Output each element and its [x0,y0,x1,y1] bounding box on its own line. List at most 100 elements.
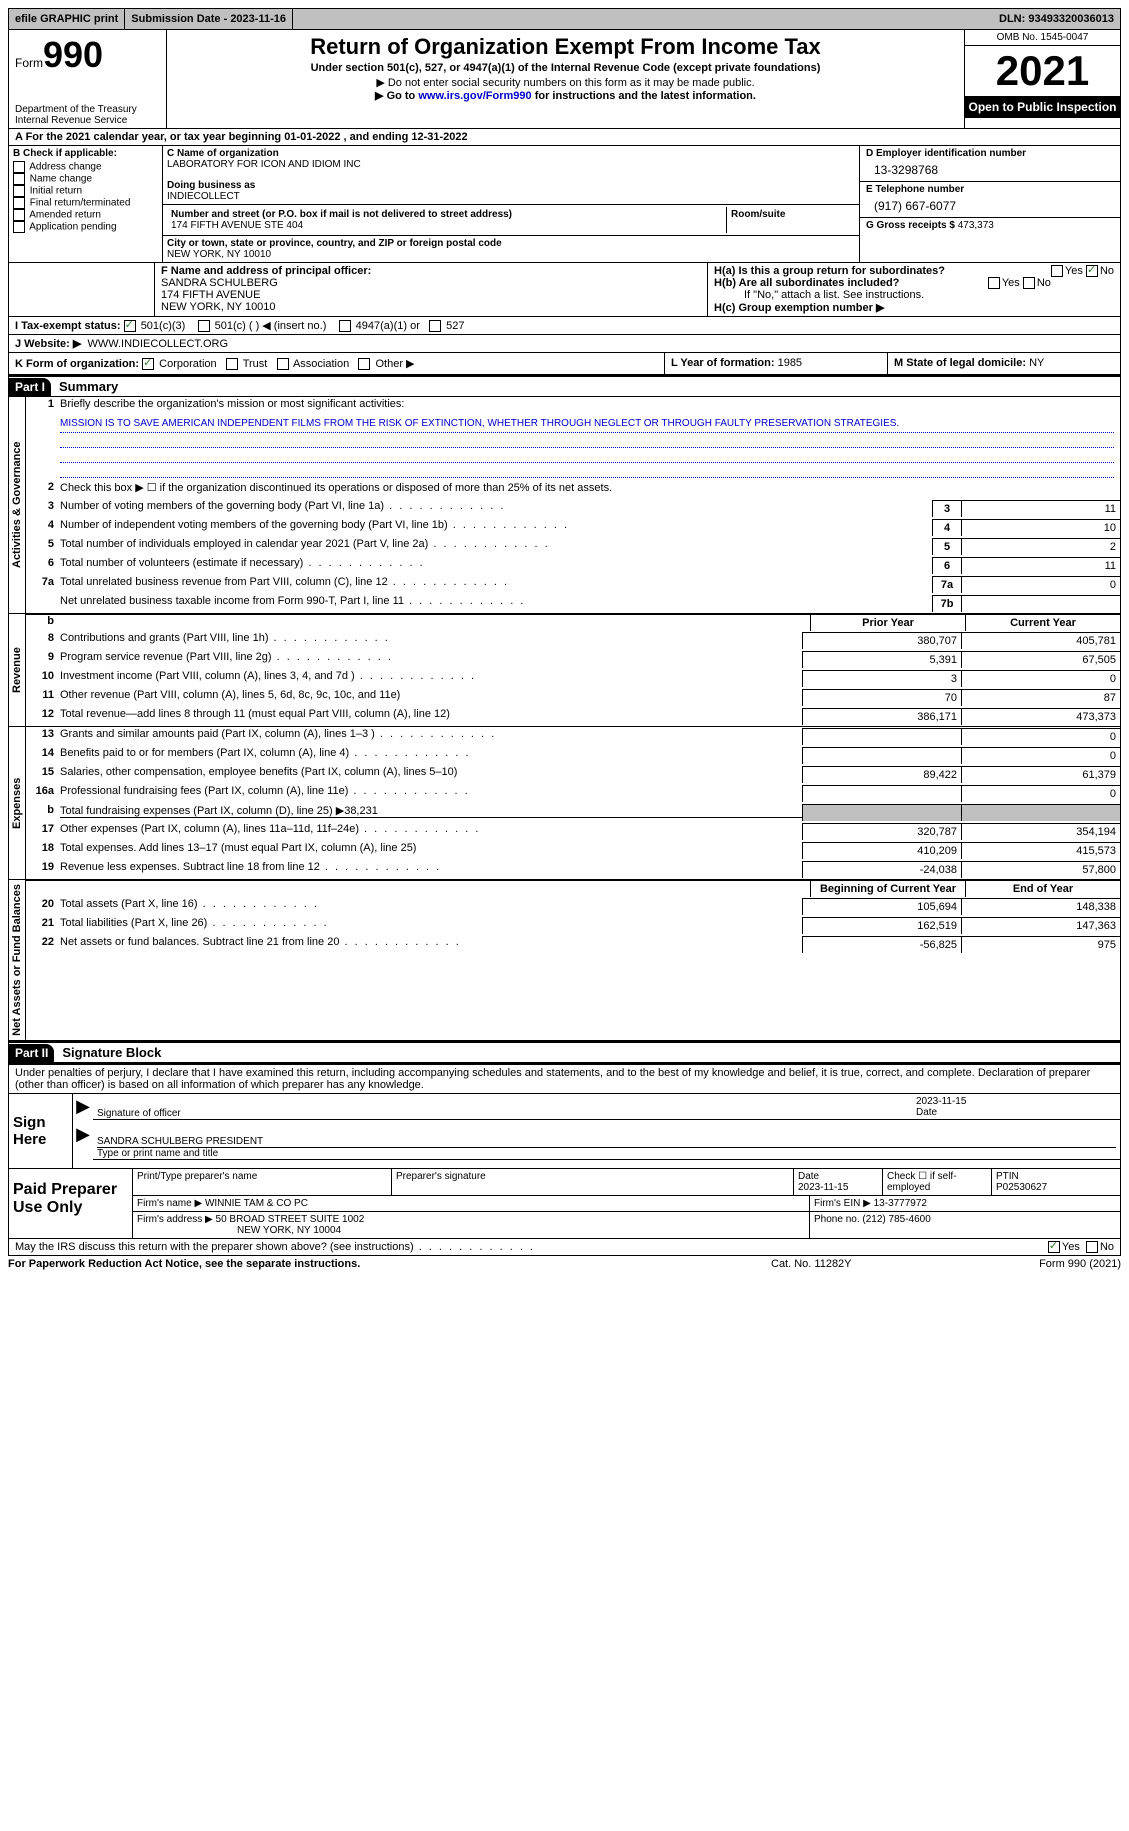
paid-label: Paid Preparer Use Only [9,1169,133,1238]
gross-receipts: 473,373 [958,220,994,231]
chk-assoc[interactable] [277,358,289,370]
chk-corp[interactable] [142,358,154,370]
val-22-cur: 975 [961,936,1120,953]
val-20-prior: 105,694 [802,898,961,915]
sig-arrow-icon: ▶ [73,1124,93,1160]
submission-date: Submission Date - 2023-11-16 [125,9,293,29]
val-3: 11 [961,500,1120,517]
chk-discuss-no[interactable] [1086,1241,1098,1253]
chk-amended[interactable] [13,209,25,221]
officer-city: NEW YORK, NY 10010 [161,301,701,313]
top-bar: efile GRAPHIC print Submission Date - 20… [8,8,1121,30]
ein: 13-3298768 [866,159,1114,179]
val-9-cur: 67,505 [961,651,1120,668]
omb-no: OMB No. 1545-0047 [965,30,1120,46]
self-employed-cell: Check ☐ if self-employed [883,1169,992,1195]
val-7b [961,595,1120,612]
efile-print: efile GRAPHIC print [9,9,125,29]
form-title: Return of Organization Exempt From Incom… [173,34,958,60]
chk-ha-yes[interactable] [1051,265,1063,277]
vlabel-rev: Revenue [9,614,26,726]
part1-header: Part I Summary [8,375,1121,397]
org-name: LABORATORY FOR ICON AND IDIOM INC [167,159,855,170]
vlabel-exp: Expenses [9,727,26,879]
chk-trust[interactable] [226,358,238,370]
dept-label: Department of the Treasury Internal Reve… [15,104,160,126]
chk-initial-return[interactable] [13,185,25,197]
row-a-calendar: A For the 2021 calendar year, or tax yea… [8,129,1121,146]
klm-row: K Form of organization: Corporation Trus… [8,353,1121,375]
val-18-cur: 415,573 [961,842,1120,859]
val-13-prior [802,728,961,745]
chk-501c[interactable] [198,320,210,332]
sig-officer-field[interactable]: Signature of officer [93,1096,912,1120]
val-22-prior: -56,825 [802,936,961,953]
tax-year: 2021 [965,46,1120,96]
val-14-prior [802,747,961,764]
val-21-cur: 147,363 [961,917,1120,934]
val-14-cur: 0 [961,747,1120,764]
vlabel-net: Net Assets or Fund Balances [9,880,26,1040]
val-4: 10 [961,519,1120,536]
form-header: Form990 Department of the Treasury Inter… [8,30,1121,129]
val-10-prior: 3 [802,670,961,687]
dln: DLN: 93493320036013 [993,9,1120,29]
firm-name-cell: Firm's name ▶ WINNIE TAM & CO PC [133,1196,810,1211]
row-j-website: J Website: ▶ WWW.INDIECOLLECT.ORG [8,335,1121,353]
vlabel-gov: Activities & Governance [9,397,26,613]
open-to-public: Open to Public Inspection [965,96,1120,118]
preparer-date-cell: Date2023-11-15 [794,1169,883,1195]
firm-addr-cell: Firm's address ▶ 50 BROAD STREET SUITE 1… [133,1212,810,1238]
title-cell: Return of Organization Exempt From Incom… [167,30,964,128]
chk-501c3[interactable] [124,320,136,332]
val-15-cur: 61,379 [961,766,1120,783]
chk-other[interactable] [358,358,370,370]
form-ref: Form 990 (2021) [971,1258,1121,1270]
chk-527[interactable] [429,320,441,332]
val-17-prior: 320,787 [802,823,961,840]
street: 174 FIFTH AVENUE STE 404 [171,220,722,231]
chk-address-change[interactable] [13,161,25,173]
dba: INDIECOLLECT [167,191,855,202]
val-17-cur: 354,194 [961,823,1120,840]
ptin-cell: PTINP02530627 [992,1169,1120,1195]
signature-block: Under penalties of perjury, I declare th… [8,1063,1121,1169]
chk-hb-no[interactable] [1023,277,1035,289]
declaration: Under penalties of perjury, I declare th… [9,1065,1120,1094]
irs-link[interactable]: www.irs.gov/Form990 [418,90,531,102]
form-number-cell: Form990 Department of the Treasury Inter… [9,30,167,128]
summary-table: Activities & Governance 1Briefly describ… [8,397,1121,1041]
footer: For Paperwork Reduction Act Notice, see … [8,1256,1121,1272]
chk-discuss-yes[interactable] [1048,1241,1060,1253]
paperwork-notice: For Paperwork Reduction Act Notice, see … [8,1258,771,1270]
discuss-row: May the IRS discuss this return with the… [8,1239,1121,1256]
part2-header: Part II Signature Block [8,1041,1121,1063]
val-6: 11 [961,557,1120,574]
chk-ha-no[interactable] [1086,265,1098,277]
val-5: 2 [961,538,1120,555]
sig-date-field: 2023-11-15Date [912,1096,1120,1120]
val-12-prior: 386,171 [802,708,961,725]
col-d: D Employer identification number 13-3298… [859,146,1120,262]
val-11-cur: 87 [961,689,1120,706]
website: WWW.INDIECOLLECT.ORG [87,338,228,350]
state-domicile: NY [1029,357,1044,369]
chk-final-return[interactable] [13,197,25,209]
officer-street: 174 FIFTH AVENUE [161,289,701,301]
chk-hb-yes[interactable] [988,277,1000,289]
val-18-prior: 410,209 [802,842,961,859]
val-20-cur: 148,338 [961,898,1120,915]
val-8-prior: 380,707 [802,632,961,649]
officer-name-field: SANDRA SCHULBERG PRESIDENT Type or print… [93,1124,1120,1160]
mission-text: MISSION IS TO SAVE AMERICAN INDEPENDENT … [60,418,1114,433]
phone: (917) 667-6077 [866,195,1114,215]
chk-application-pending[interactable] [13,221,25,233]
val-16b-cur [961,804,1120,821]
val-12-cur: 473,373 [961,708,1120,725]
col-c: C Name of organization LABORATORY FOR IC… [163,146,859,262]
firm-ein-cell: Firm's EIN ▶ 13-3777972 [810,1196,1120,1211]
chk-4947[interactable] [339,320,351,332]
val-16a-prior [802,785,961,802]
chk-name-change[interactable] [13,173,25,185]
cat-no: Cat. No. 11282Y [771,1258,971,1270]
